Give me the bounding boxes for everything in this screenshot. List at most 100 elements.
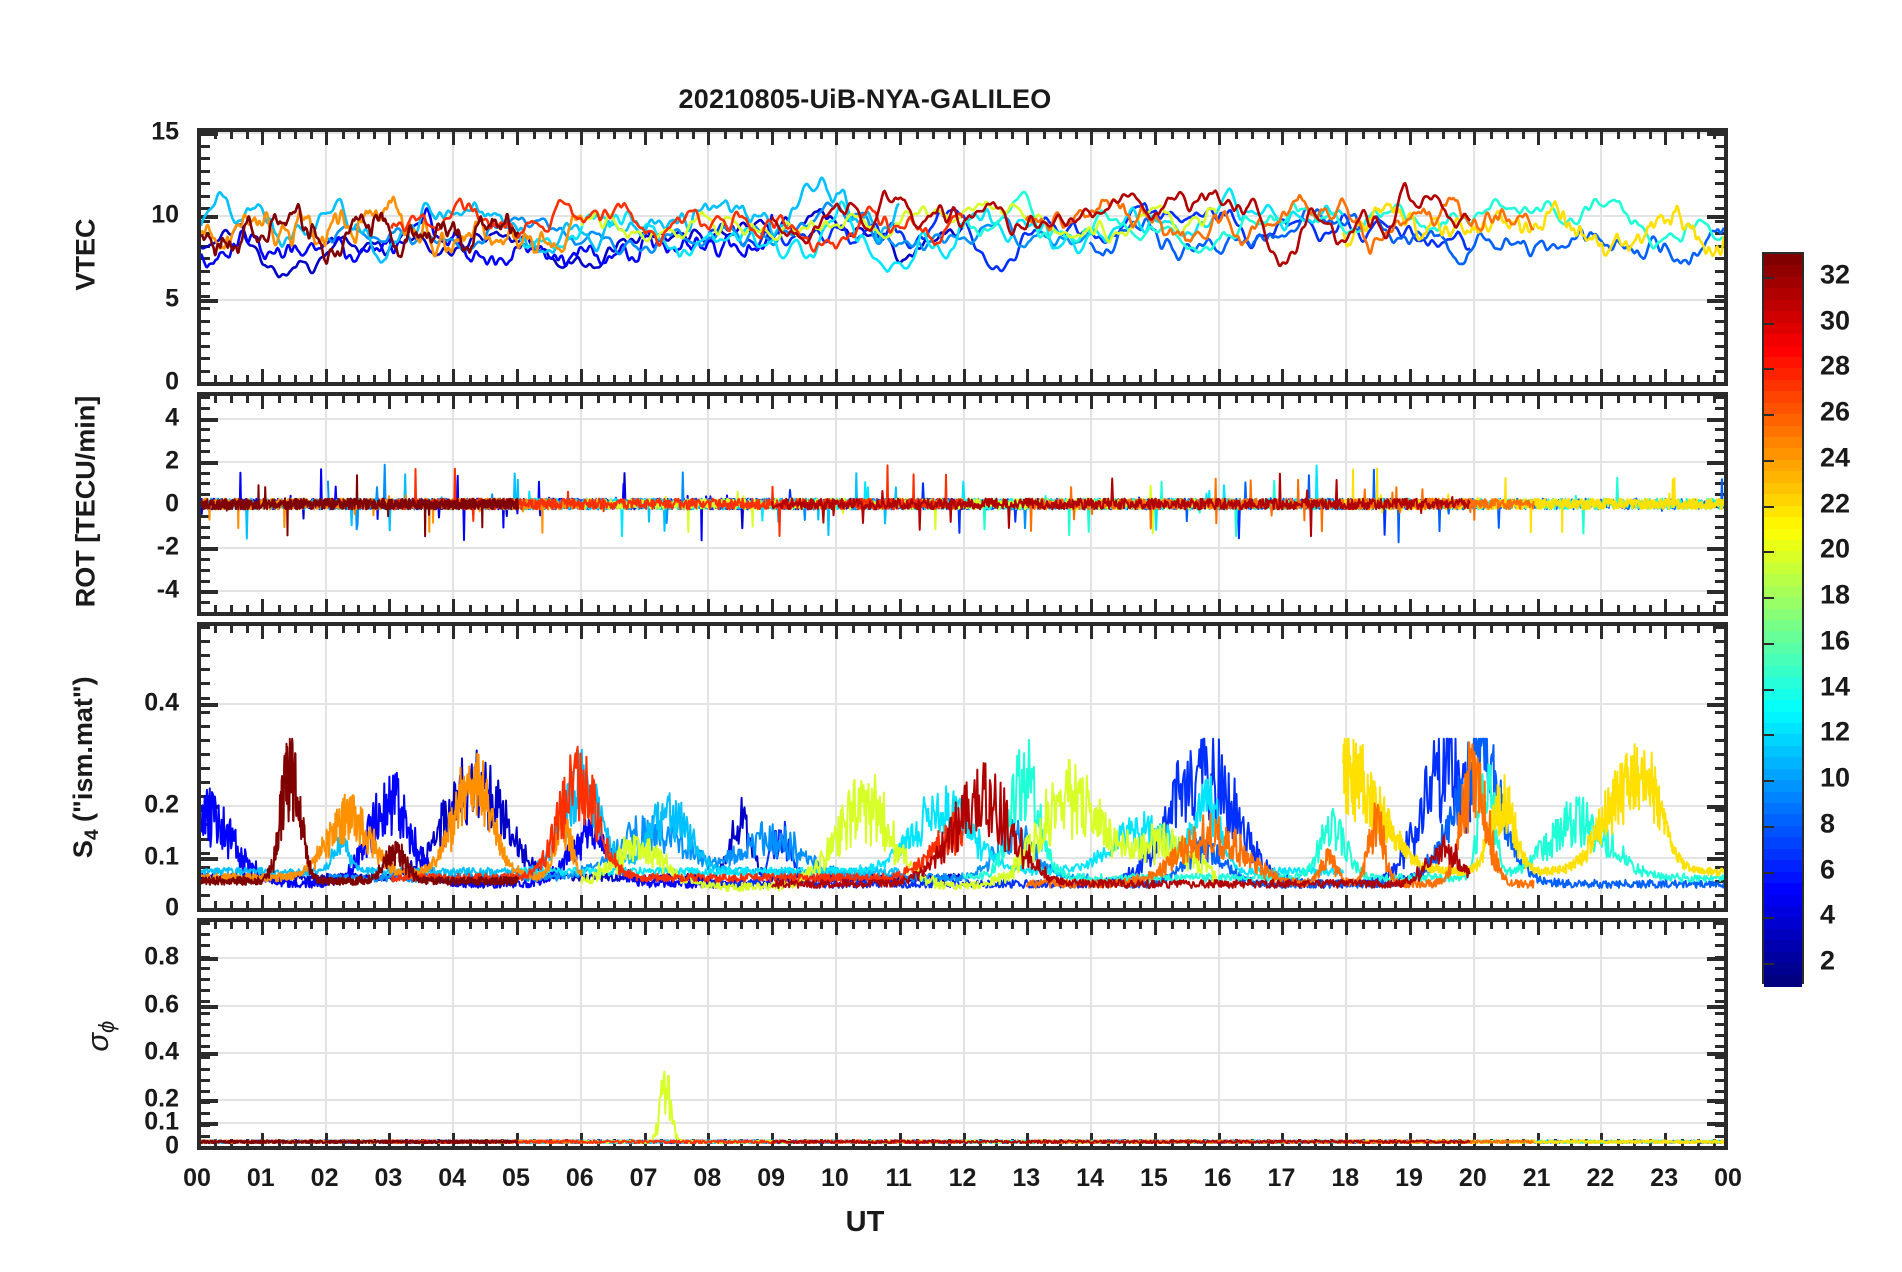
axis-tick-minor	[1298, 375, 1302, 382]
axis-tick	[260, 626, 264, 639]
axis-tick-minor	[341, 626, 345, 633]
axis-tick-minor	[724, 396, 728, 403]
axis-tick-minor	[201, 851, 210, 855]
axis-tick	[1600, 396, 1604, 409]
colorbar-tick-label: 28	[1820, 350, 1851, 381]
axis-tick	[1026, 132, 1030, 145]
axis-tick	[324, 1133, 328, 1146]
axis-tick-minor	[1585, 375, 1589, 382]
data-series-prn-24	[201, 195, 584, 258]
axis-tick	[962, 396, 966, 409]
axis-tick-minor	[309, 626, 313, 633]
axis-tick	[898, 922, 902, 935]
axis-tick-minor	[201, 767, 210, 770]
xtick-label: 04	[438, 1164, 467, 1192]
axis-tick-minor	[1170, 375, 1174, 382]
colorbar-segment	[1764, 585, 1802, 599]
axis-tick-minor	[201, 922, 210, 925]
axis-tick-minor	[1043, 396, 1047, 403]
axis-tick-minor	[1234, 396, 1238, 403]
axis-tick	[1664, 132, 1668, 145]
axis-tick-minor	[1011, 626, 1015, 633]
axis-tick-minor	[1441, 901, 1445, 908]
axis-tick-minor	[245, 375, 249, 382]
axis-tick	[579, 369, 583, 382]
xtick-label: 21	[1522, 1164, 1551, 1192]
axis-tick-minor	[229, 626, 233, 633]
axis-tick-minor	[740, 626, 744, 633]
axis-tick-minor	[612, 901, 616, 908]
axis-tick-minor	[756, 132, 760, 139]
axis-tick-minor	[1715, 257, 1724, 260]
axis-tick-minor	[1715, 1146, 1724, 1149]
axis-tick-minor	[947, 396, 951, 403]
axis-tick-minor	[245, 922, 249, 929]
colorbar-segment	[1764, 437, 1802, 450]
colorbar-segment	[1764, 368, 1802, 381]
axis-tick	[324, 922, 328, 935]
axis-tick	[324, 895, 328, 908]
axis-tick	[1472, 132, 1476, 145]
axis-tick-minor	[788, 375, 792, 382]
axis-tick-minor	[201, 1067, 210, 1071]
data-series-prn-31	[771, 762, 1471, 889]
axis-tick	[1281, 132, 1285, 145]
axis-tick	[515, 626, 519, 639]
axis-tick-minor	[995, 605, 999, 612]
colorbar-tick	[1764, 963, 1774, 966]
axis-tick-minor	[1441, 132, 1445, 139]
axis-tick-minor	[437, 605, 441, 612]
axis-tick-minor	[1715, 1034, 1724, 1037]
axis-tick-minor	[692, 922, 696, 929]
axis-tick-minor	[1697, 375, 1701, 382]
gridline-v	[1345, 922, 1348, 1146]
axis-tick	[643, 626, 647, 639]
axis-tick-minor	[1521, 605, 1525, 612]
yaxis-title-s4-sub: 4	[82, 829, 104, 841]
colorbar-tick	[1764, 459, 1774, 462]
colorbar-segment	[1764, 505, 1802, 519]
axis-tick-minor	[309, 922, 313, 929]
axis-tick	[1217, 132, 1221, 145]
colorbar-segment	[1764, 825, 1802, 839]
axis-tick-minor	[1330, 605, 1334, 612]
axis-tick-minor	[309, 375, 313, 382]
colorbar-segment	[1764, 871, 1802, 885]
axis-tick-minor	[851, 605, 855, 612]
axis-tick	[1217, 895, 1221, 908]
axis-tick-minor	[201, 579, 210, 583]
axis-tick-minor	[1138, 626, 1142, 633]
axis-tick-minor	[915, 396, 919, 403]
axis-tick-minor	[596, 605, 600, 612]
axis-tick-minor	[1170, 626, 1174, 633]
axis-tick-minor	[676, 132, 680, 139]
axis-tick	[1281, 895, 1285, 908]
axis-tick-minor	[1378, 375, 1382, 382]
axis-tick	[707, 626, 711, 639]
axis-tick-minor	[1715, 795, 1724, 799]
axis-tick-minor	[1059, 396, 1063, 403]
axis-tick-minor	[692, 605, 696, 612]
axis-tick-minor	[995, 626, 999, 633]
axis-tick-minor	[676, 626, 680, 633]
axis-tick-minor	[277, 901, 281, 908]
axis-tick-minor	[201, 944, 210, 948]
axis-tick-minor	[1715, 908, 1724, 911]
axis-tick-minor	[1186, 605, 1190, 612]
axis-tick	[260, 922, 264, 935]
axis-tick-minor	[1585, 132, 1589, 139]
axis-tick	[771, 895, 775, 908]
axis-tick-minor	[612, 605, 616, 612]
axis-tick	[1345, 396, 1349, 409]
axis-tick-minor	[373, 396, 377, 403]
axis-tick-minor	[1715, 332, 1724, 335]
axis-tick-minor	[1170, 901, 1174, 908]
axis-tick-minor	[201, 1123, 210, 1127]
colorbar-segment	[1764, 757, 1802, 770]
data-series-prn-31	[771, 1139, 1471, 1145]
axis-tick-minor	[676, 901, 680, 908]
axis-tick-minor	[1715, 428, 1724, 432]
axis-tick	[452, 895, 456, 908]
axis-tick	[1281, 599, 1285, 612]
axis-tick-minor	[1314, 626, 1318, 633]
